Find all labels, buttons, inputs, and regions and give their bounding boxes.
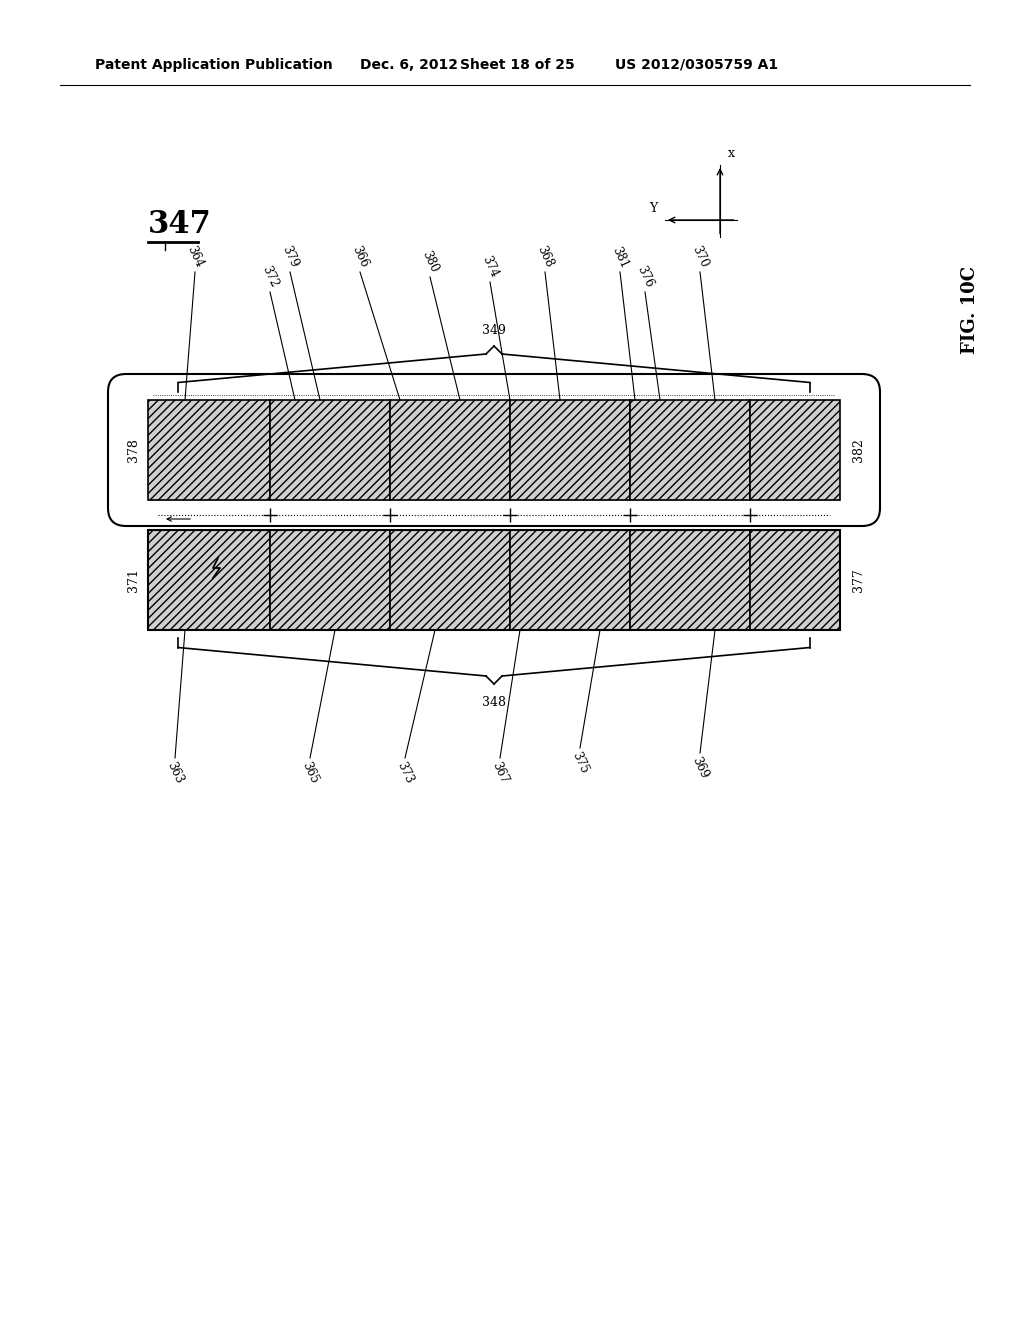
Text: 347: 347 <box>148 209 212 240</box>
Bar <box>148 531 840 630</box>
Bar <box>510 531 630 630</box>
Bar <box>270 400 390 500</box>
Text: 381: 381 <box>609 244 631 271</box>
Text: 370: 370 <box>689 244 711 271</box>
Text: 378: 378 <box>127 438 140 462</box>
Text: 367: 367 <box>489 760 511 785</box>
Text: 349: 349 <box>482 323 506 337</box>
Text: Sheet 18 of 25: Sheet 18 of 25 <box>460 58 574 73</box>
Text: 376: 376 <box>634 264 655 290</box>
Text: 368: 368 <box>535 244 556 271</box>
Text: 379: 379 <box>280 244 301 271</box>
Bar <box>148 400 270 500</box>
Text: 371: 371 <box>127 568 140 591</box>
Bar <box>750 531 840 630</box>
Text: 363: 363 <box>165 760 185 785</box>
Bar <box>510 400 630 500</box>
Text: 366: 366 <box>349 244 371 271</box>
Bar <box>390 400 510 500</box>
Text: x: x <box>728 147 735 160</box>
Text: FIG. 10C: FIG. 10C <box>961 265 979 354</box>
Text: 374: 374 <box>479 255 501 280</box>
Text: 364: 364 <box>184 244 206 271</box>
Text: Y: Y <box>649 202 657 215</box>
Text: 382: 382 <box>852 438 865 462</box>
Text: 365: 365 <box>299 760 321 785</box>
Text: 380: 380 <box>420 249 440 275</box>
Bar <box>630 400 750 500</box>
Text: 373: 373 <box>394 760 416 785</box>
Bar <box>148 531 270 630</box>
Bar <box>630 531 750 630</box>
Text: Dec. 6, 2012: Dec. 6, 2012 <box>360 58 458 73</box>
Text: 348: 348 <box>482 696 506 709</box>
Text: 377: 377 <box>852 568 865 591</box>
Text: 375: 375 <box>569 750 591 776</box>
Bar <box>270 531 390 630</box>
Text: 372: 372 <box>259 264 281 290</box>
Bar <box>750 400 840 500</box>
Bar <box>390 531 510 630</box>
Text: US 2012/0305759 A1: US 2012/0305759 A1 <box>615 58 778 73</box>
Text: 369: 369 <box>689 755 711 781</box>
Text: Patent Application Publication: Patent Application Publication <box>95 58 333 73</box>
